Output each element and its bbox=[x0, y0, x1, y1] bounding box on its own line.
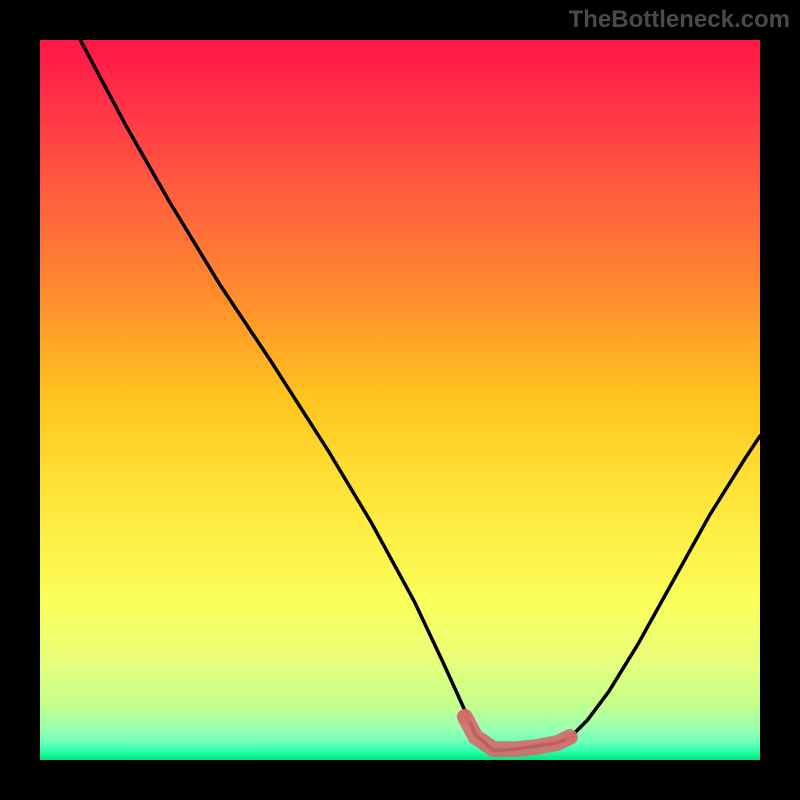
gradient-background bbox=[40, 40, 760, 760]
frame-right bbox=[760, 0, 800, 800]
frame-left bbox=[0, 0, 40, 800]
band-end-marker bbox=[565, 732, 575, 742]
bottleneck-curve-chart bbox=[0, 0, 800, 800]
frame-bottom bbox=[0, 760, 800, 800]
watermark-label: TheBottleneck.com bbox=[569, 6, 790, 34]
chart-container: TheBottleneck.com bbox=[0, 0, 800, 800]
band-start-cap bbox=[458, 710, 472, 724]
